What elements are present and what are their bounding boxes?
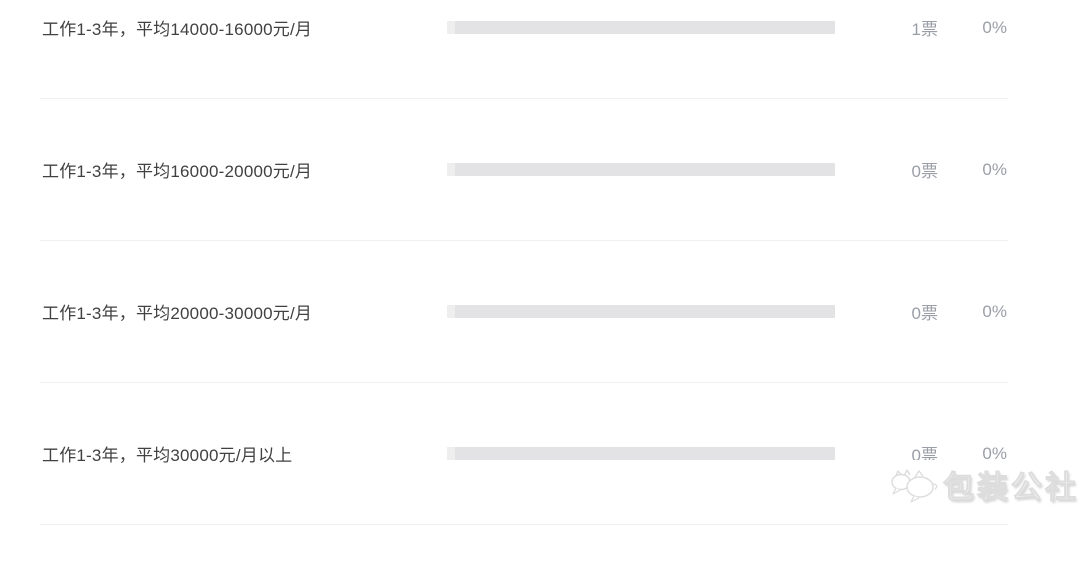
poll-option-bar-track — [447, 305, 835, 318]
poll-option-bar-fill — [447, 305, 455, 318]
cat-doodle-icon — [891, 469, 938, 503]
watermark-text: 包装公社 — [943, 469, 1079, 505]
poll-option-row[interactable]: 工作1-3年，平均30000元/月以上 0票 0% — [40, 383, 1008, 525]
poll-option-votes: 0票 — [911, 162, 938, 181]
poll-option-label: 工作1-3年，平均16000-20000元/月 — [42, 162, 313, 181]
poll-option-bar-fill — [447, 447, 455, 460]
poll-option-percent: 0% — [982, 159, 1007, 179]
poll-option-label: 工作1-3年，平均20000-30000元/月 — [42, 304, 313, 323]
poll-option-bar-track — [447, 21, 835, 34]
poll-option-row[interactable]: 工作1-3年，平均14000-16000元/月 1票 0% — [40, 0, 1008, 99]
poll-option-percent: 0% — [982, 301, 1007, 321]
poll-option-votes: 1票 — [911, 20, 938, 39]
poll-options-list: 工作1-3年，平均14000-16000元/月 1票 0% 工作1-3年，平均1… — [40, 0, 1008, 525]
poll-option-bar-fill — [447, 163, 455, 176]
poll-option-label: 工作1-3年，平均14000-16000元/月 — [42, 20, 313, 39]
poll-option-label: 工作1-3年，平均30000元/月以上 — [42, 446, 293, 465]
poll-option-row[interactable]: 工作1-3年，平均16000-20000元/月 0票 0% — [40, 99, 1008, 241]
watermark: 包装公社 — [884, 460, 1080, 508]
poll-option-votes: 0票 — [911, 304, 938, 323]
poll-option-percent: 0% — [982, 17, 1007, 37]
poll-option-bar-fill — [447, 21, 455, 34]
poll-option-percent: 0% — [982, 443, 1007, 463]
poll-option-bar-track — [447, 163, 835, 176]
poll-option-row[interactable]: 工作1-3年，平均20000-30000元/月 0票 0% — [40, 241, 1008, 383]
poll-option-bar-track — [447, 447, 835, 460]
